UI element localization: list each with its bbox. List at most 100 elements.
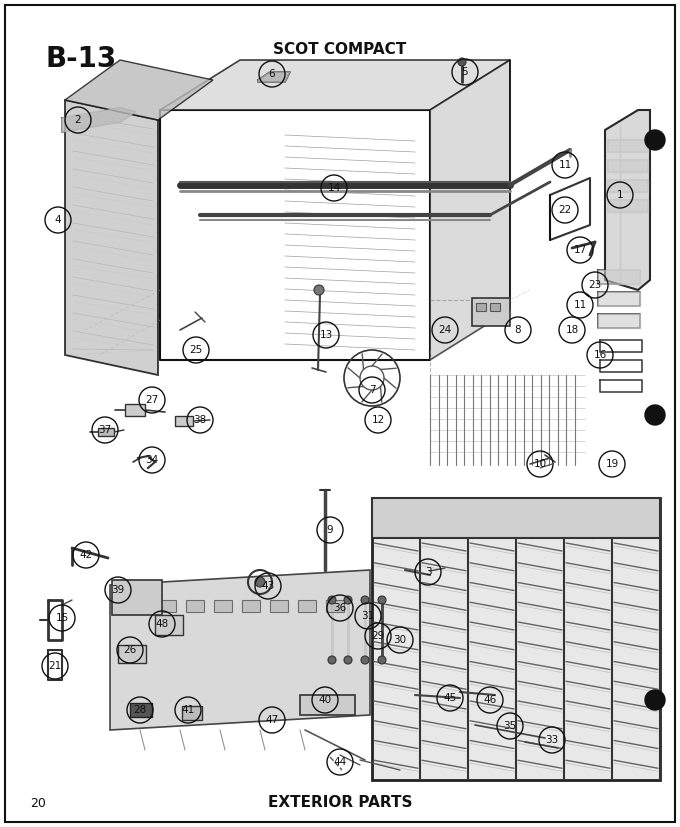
Text: 31: 31 bbox=[361, 611, 375, 621]
Polygon shape bbox=[430, 60, 510, 360]
Circle shape bbox=[645, 405, 665, 425]
Polygon shape bbox=[62, 108, 135, 132]
Polygon shape bbox=[65, 60, 213, 120]
Text: 25: 25 bbox=[189, 345, 203, 355]
Circle shape bbox=[378, 656, 386, 664]
Circle shape bbox=[378, 596, 386, 604]
Polygon shape bbox=[608, 140, 648, 152]
Text: 44: 44 bbox=[333, 757, 347, 767]
Text: 20: 20 bbox=[30, 797, 46, 810]
Circle shape bbox=[328, 596, 336, 604]
Text: 2: 2 bbox=[75, 115, 82, 125]
Circle shape bbox=[458, 58, 466, 66]
Text: 27: 27 bbox=[146, 395, 158, 405]
Bar bbox=[476, 303, 486, 311]
Text: 8: 8 bbox=[515, 325, 522, 335]
Text: 13: 13 bbox=[320, 330, 333, 340]
Text: 6: 6 bbox=[269, 69, 275, 79]
Bar bbox=[98, 428, 114, 436]
Bar bbox=[155, 615, 183, 635]
Text: 45: 45 bbox=[443, 693, 457, 703]
Text: B-13: B-13 bbox=[45, 45, 116, 73]
Text: 10: 10 bbox=[533, 459, 547, 469]
Text: 18: 18 bbox=[565, 325, 579, 335]
Text: 9: 9 bbox=[326, 525, 333, 535]
Text: 19: 19 bbox=[605, 459, 619, 469]
Polygon shape bbox=[598, 292, 640, 306]
Circle shape bbox=[645, 130, 665, 150]
Text: 11: 11 bbox=[558, 160, 572, 170]
Text: 30: 30 bbox=[394, 635, 407, 645]
Circle shape bbox=[645, 690, 665, 710]
Bar bbox=[130, 703, 152, 717]
Text: 33: 33 bbox=[545, 735, 559, 745]
Text: 34: 34 bbox=[146, 455, 158, 465]
Text: 29: 29 bbox=[371, 631, 385, 641]
Bar bbox=[158, 600, 176, 612]
Text: 17: 17 bbox=[573, 245, 587, 255]
Bar bbox=[175, 416, 193, 426]
Text: EXTERIOR PARTS: EXTERIOR PARTS bbox=[268, 795, 412, 810]
Bar bbox=[300, 695, 355, 715]
Circle shape bbox=[361, 656, 369, 664]
Polygon shape bbox=[110, 570, 370, 730]
Circle shape bbox=[361, 596, 369, 604]
Text: 24: 24 bbox=[439, 325, 452, 335]
Text: SCOT COMPACT: SCOT COMPACT bbox=[273, 42, 407, 57]
Text: 14: 14 bbox=[327, 183, 341, 193]
Bar bbox=[182, 706, 202, 720]
Text: 15: 15 bbox=[55, 613, 69, 623]
Text: 5: 5 bbox=[462, 67, 469, 77]
Polygon shape bbox=[598, 314, 640, 328]
Text: 40: 40 bbox=[318, 695, 332, 705]
Text: 35: 35 bbox=[503, 721, 517, 731]
Polygon shape bbox=[160, 60, 510, 110]
Bar bbox=[125, 404, 145, 416]
Polygon shape bbox=[258, 72, 290, 82]
Polygon shape bbox=[608, 200, 648, 212]
Text: 43: 43 bbox=[261, 581, 275, 591]
Text: 16: 16 bbox=[594, 350, 607, 360]
Text: 46: 46 bbox=[483, 695, 496, 705]
Polygon shape bbox=[608, 160, 648, 172]
Text: 48: 48 bbox=[155, 619, 169, 629]
Text: 42: 42 bbox=[80, 550, 92, 560]
Text: 36: 36 bbox=[333, 603, 347, 613]
Circle shape bbox=[344, 656, 352, 664]
Text: 38: 38 bbox=[193, 415, 207, 425]
Circle shape bbox=[255, 577, 265, 587]
Circle shape bbox=[344, 596, 352, 604]
Bar bbox=[490, 303, 500, 311]
Bar bbox=[130, 600, 148, 612]
Bar bbox=[270, 600, 288, 612]
Polygon shape bbox=[598, 270, 640, 284]
Text: 41: 41 bbox=[182, 705, 194, 715]
Bar bbox=[326, 600, 344, 612]
Text: 4: 4 bbox=[54, 215, 61, 225]
Bar bbox=[112, 580, 162, 615]
Bar bbox=[472, 298, 510, 326]
Bar bbox=[242, 600, 260, 612]
Text: 37: 37 bbox=[99, 425, 112, 435]
Circle shape bbox=[314, 285, 324, 295]
Bar bbox=[372, 498, 660, 780]
Text: 12: 12 bbox=[371, 415, 385, 425]
Text: 22: 22 bbox=[558, 205, 572, 215]
Text: 28: 28 bbox=[133, 705, 147, 715]
Bar bbox=[372, 498, 660, 538]
Text: 1: 1 bbox=[617, 190, 624, 200]
Circle shape bbox=[328, 656, 336, 664]
Bar bbox=[298, 600, 316, 612]
Text: 7: 7 bbox=[369, 385, 375, 395]
Bar bbox=[118, 645, 146, 663]
Bar bbox=[214, 600, 232, 612]
Text: 26: 26 bbox=[123, 645, 137, 655]
Text: 21: 21 bbox=[48, 661, 62, 671]
Bar bbox=[186, 600, 204, 612]
Polygon shape bbox=[605, 110, 650, 290]
Text: 23: 23 bbox=[588, 280, 602, 290]
Polygon shape bbox=[65, 100, 158, 375]
Text: 39: 39 bbox=[112, 585, 124, 595]
Text: 47: 47 bbox=[265, 715, 279, 725]
Text: M: M bbox=[133, 592, 141, 601]
